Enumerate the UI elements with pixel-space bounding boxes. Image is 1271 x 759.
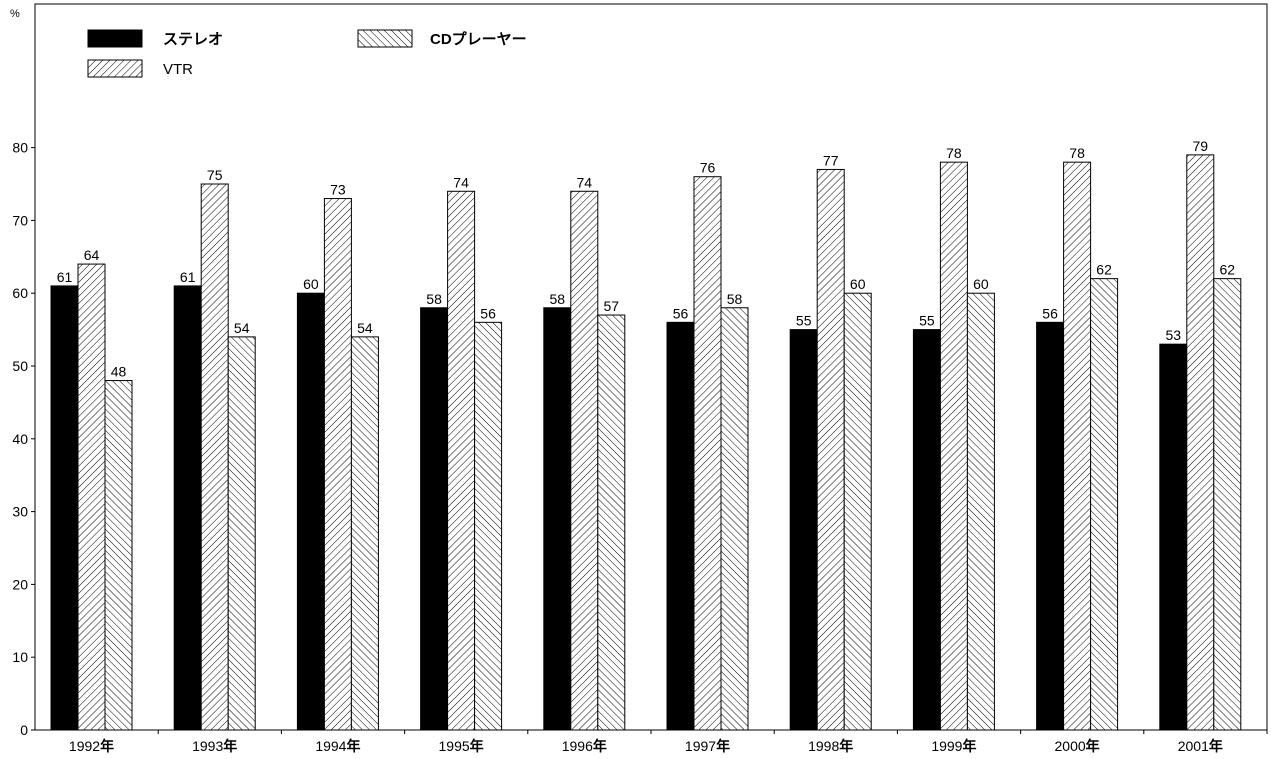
- data-label-stereo: 56: [673, 305, 689, 321]
- bar-stereo: [1159, 343, 1188, 731]
- x-tick-label: 1999年: [931, 738, 976, 754]
- y-unit-label: %: [10, 8, 20, 20]
- data-label-cd-player: 58: [727, 291, 743, 307]
- bar-stereo: [543, 307, 572, 731]
- y-axis: 0 10 20 30 40 50 60 70 80: [12, 140, 35, 738]
- bar-cd-player: [843, 292, 872, 731]
- data-label-vtr: 78: [946, 145, 962, 161]
- data-label-stereo: 55: [919, 313, 935, 329]
- data-labels: 61 64 48 61 75 54 60 73 54 58 74 56 58 74 57 56 76 58 55 77…: [57, 138, 1236, 380]
- data-label-cd-player: 60: [973, 276, 989, 292]
- bar-stereo: [50, 285, 79, 731]
- y-tick-label: 60: [12, 285, 28, 301]
- bars: [50, 154, 1242, 731]
- bar-vtr: [323, 198, 352, 731]
- x-tick-label: 1996年: [562, 738, 607, 754]
- x-tick-label: 1993年: [192, 738, 237, 754]
- data-label-stereo: 53: [1166, 327, 1182, 343]
- legend-label-stereo: ステレオ: [163, 31, 223, 48]
- data-label-vtr: 74: [453, 174, 469, 190]
- data-label-vtr: 76: [700, 160, 716, 176]
- data-label-vtr: 78: [1069, 145, 1085, 161]
- x-tick-label: 1992年: [69, 738, 114, 754]
- bar-cd-player: [1090, 278, 1119, 731]
- bar-vtr: [447, 190, 476, 731]
- data-label-stereo: 55: [796, 313, 812, 329]
- bar-stereo: [173, 285, 202, 731]
- bar-vtr: [77, 263, 106, 731]
- y-tick-label: 10: [12, 649, 28, 665]
- bar-cd-player: [1213, 278, 1242, 731]
- data-label-vtr: 73: [330, 182, 346, 198]
- x-tick-label: 1998年: [808, 738, 853, 754]
- data-label-cd-player: 54: [234, 320, 250, 336]
- x-axis: 1992年 1993年 1994年 1995年 1996年 1997年 1998年 1999年…: [69, 730, 1268, 754]
- y-tick-label: 80: [12, 140, 28, 156]
- legend-label-cd-player: CDプレーヤー: [430, 31, 527, 48]
- bar-cd-player: [597, 314, 626, 731]
- bar-vtr: [816, 168, 845, 731]
- legend-swatch-cd-player: [357, 29, 413, 48]
- y-tick-label: 30: [12, 504, 28, 520]
- y-tick-label: 50: [12, 358, 28, 374]
- y-tick-label: 70: [12, 212, 28, 228]
- data-label-vtr: 77: [823, 152, 839, 168]
- bar-stereo: [912, 329, 941, 731]
- data-label-stereo: 58: [426, 291, 442, 307]
- data-label-stereo: 58: [550, 291, 566, 307]
- bar-stereo: [296, 292, 325, 731]
- x-tick-label: 1995年: [439, 738, 484, 754]
- x-tick-label: 1997年: [685, 738, 730, 754]
- bar-stereo: [420, 307, 449, 731]
- bar-cd-player: [720, 307, 749, 731]
- legend-swatch-vtr: [87, 59, 143, 78]
- bar-vtr: [570, 190, 599, 731]
- data-label-vtr: 75: [207, 167, 223, 183]
- x-tick-label: 2001年: [1178, 738, 1223, 754]
- bar-stereo: [789, 329, 818, 731]
- bar-cd-player: [474, 321, 503, 731]
- data-label-cd-player: 54: [357, 320, 373, 336]
- bar-vtr: [200, 183, 229, 731]
- bar-cd-player: [350, 336, 379, 731]
- data-label-vtr: 64: [84, 247, 100, 263]
- data-label-cd-player: 56: [480, 305, 496, 321]
- data-label-cd-player: 57: [604, 298, 620, 314]
- data-label-cd-player: 60: [850, 276, 866, 292]
- y-tick-label: 0: [20, 722, 28, 738]
- legend-swatch-stereo: [87, 29, 143, 48]
- data-label-stereo: 60: [303, 276, 319, 292]
- data-label-stereo: 61: [57, 269, 73, 285]
- bar-cd-player: [104, 380, 133, 731]
- bar-cd-player: [227, 336, 256, 731]
- bar-vtr: [693, 176, 722, 731]
- bar-vtr: [1186, 154, 1215, 731]
- data-label-cd-player: 48: [111, 364, 127, 380]
- data-label-vtr: 79: [1193, 138, 1209, 154]
- x-tick-label: 1994年: [315, 738, 360, 754]
- data-label-cd-player: 62: [1220, 262, 1236, 278]
- bar-stereo: [666, 321, 695, 731]
- bar-stereo: [1036, 321, 1065, 731]
- x-tick-label: 2000年: [1055, 738, 1100, 754]
- bar-vtr: [1063, 161, 1092, 731]
- legend: ステレオ CDプレーヤー VTR: [87, 29, 527, 78]
- data-label-stereo: 56: [1042, 305, 1058, 321]
- data-label-cd-player: 62: [1096, 262, 1112, 278]
- y-tick-label: 40: [12, 431, 28, 447]
- y-tick-label: 20: [12, 576, 28, 592]
- legend-label-vtr: VTR: [163, 61, 193, 78]
- bar-cd-player: [966, 292, 995, 731]
- data-label-stereo: 61: [180, 269, 196, 285]
- data-label-vtr: 74: [577, 174, 593, 190]
- bar-vtr: [939, 161, 968, 731]
